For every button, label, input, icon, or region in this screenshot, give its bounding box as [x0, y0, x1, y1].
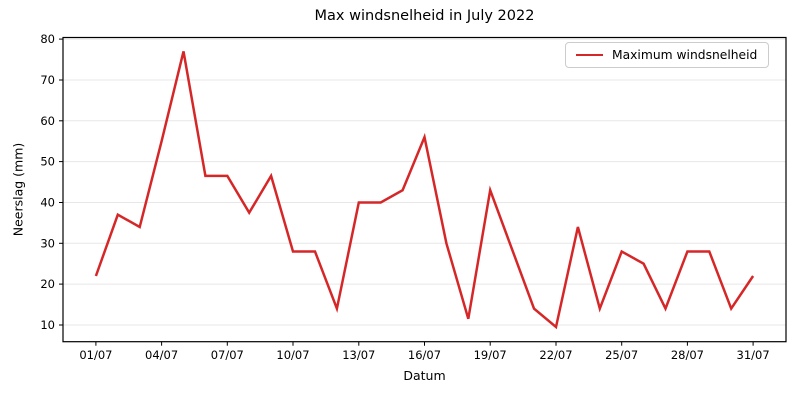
- chart-title: Max windsnelheid in July 2022: [314, 8, 535, 24]
- svg-text:16/07: 16/07: [408, 348, 441, 362]
- x-axis-ticks: 01/07 04/07 07/07 10/07 13/07 16/07 19/07 22/07…: [79, 341, 770, 362]
- svg-text:30: 30: [40, 236, 55, 250]
- svg-text:50: 50: [40, 155, 55, 169]
- legend-line-swatch: [576, 54, 603, 56]
- gridlines: [63, 38, 786, 326]
- svg-text:13/07: 13/07: [342, 348, 375, 362]
- svg-text:25/07: 25/07: [605, 348, 638, 362]
- x-axis-label: Datum: [403, 368, 446, 383]
- legend: Maximum windsnelheid: [565, 42, 770, 68]
- legend-label: Maximum windsnelheid: [612, 48, 758, 62]
- data-line: [94, 51, 755, 330]
- svg-text:60: 60: [40, 114, 55, 128]
- svg-text:10/07: 10/07: [276, 348, 309, 362]
- y-axis-ticks: 10 20 30 40 50 60 70 80: [40, 32, 63, 332]
- svg-text:20: 20: [40, 277, 55, 291]
- svg-text:40: 40: [40, 196, 55, 210]
- svg-text:07/07: 07/07: [211, 348, 244, 362]
- svg-text:04/07: 04/07: [145, 348, 178, 362]
- svg-text:10: 10: [40, 318, 55, 332]
- svg-text:19/07: 19/07: [474, 348, 507, 362]
- svg-text:22/07: 22/07: [539, 348, 572, 362]
- axes-spines: [62, 36, 787, 343]
- y-axis-label: Neerslag (mm): [10, 142, 26, 237]
- svg-text:31/07: 31/07: [737, 348, 770, 362]
- svg-text:70: 70: [40, 73, 55, 87]
- svg-text:80: 80: [40, 32, 55, 46]
- svg-text:01/07: 01/07: [79, 348, 112, 362]
- svg-text:28/07: 28/07: [671, 348, 704, 362]
